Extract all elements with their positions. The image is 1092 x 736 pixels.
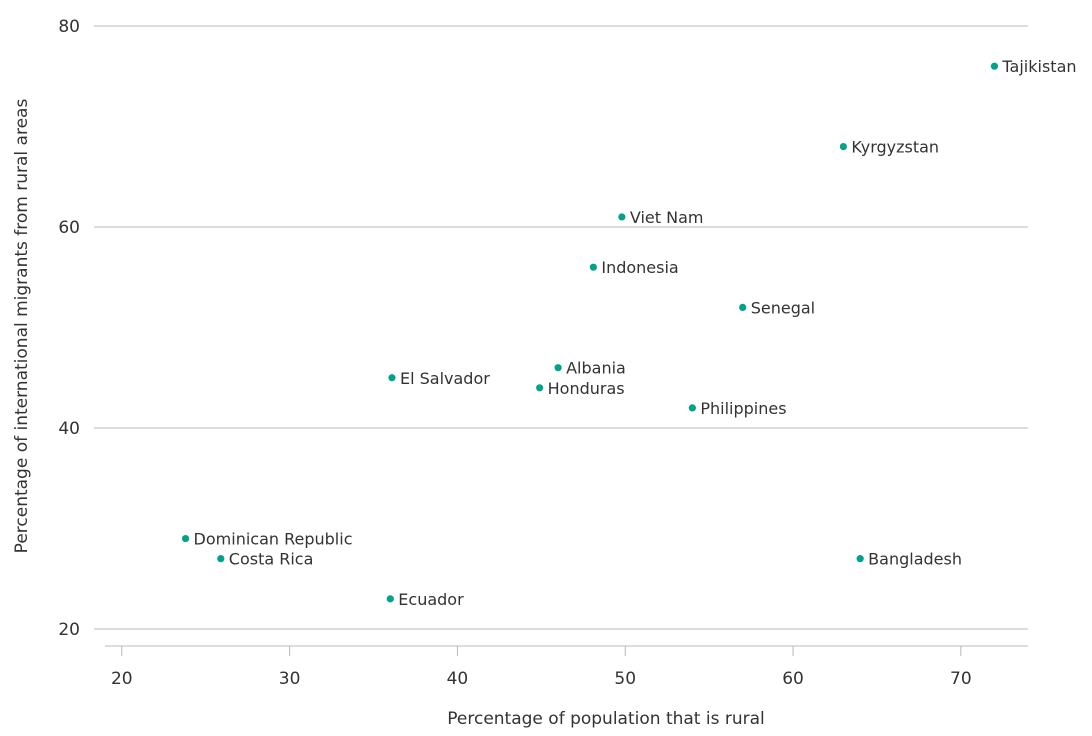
data-point (386, 595, 394, 603)
x-tick-label: 40 (447, 669, 469, 689)
data-point (990, 62, 999, 70)
y-tick-label: 20 (58, 620, 80, 640)
data-point (618, 213, 626, 221)
data-point (739, 303, 747, 311)
data-point (589, 263, 597, 271)
x-tick-label: 20 (111, 669, 133, 689)
gridlines (94, 25, 1028, 630)
data-point-label: Senegal (751, 298, 815, 317)
data-points: Tajikistan Kyrgyzstan Viet Nam Indonesia Sen… (181, 57, 1077, 609)
data-point-label: Kyrgyzstan (851, 138, 939, 157)
data-point (856, 555, 864, 563)
x-tick-label: 50 (614, 669, 636, 689)
data-point (554, 364, 562, 372)
x-tick-label: 60 (782, 669, 804, 689)
data-point (181, 534, 190, 543)
x-tick-label: 30 (279, 669, 301, 689)
data-point-label: Albania (566, 359, 626, 378)
data-point-label: Ecuador (398, 590, 464, 609)
x-axis-title: Percentage of population that is rural (447, 709, 765, 729)
data-point-label: Honduras (548, 379, 625, 398)
data-point-label: Indonesia (601, 258, 678, 277)
data-point-label: Dominican Republic (194, 530, 353, 549)
data-point-label: Philippines (700, 399, 786, 418)
y-tick-label: 40 (58, 419, 80, 439)
data-point-label: Costa Rica (229, 550, 314, 569)
data-point (688, 404, 696, 412)
data-point (839, 143, 848, 151)
data-point-label: Tajikistan (1001, 57, 1076, 76)
y-tick-label: 80 (58, 17, 80, 37)
y-axis-ticks: 20 40 60 80 (58, 17, 80, 640)
x-tick-label: 70 (950, 669, 972, 689)
data-point-label: Bangladesh (868, 550, 962, 569)
data-point (217, 555, 225, 563)
data-point-label: Viet Nam (630, 208, 704, 227)
y-tick-label: 60 (58, 218, 80, 238)
data-point-label: El Salvador (400, 369, 490, 388)
data-point (536, 384, 544, 392)
x-axis: 20 30 40 50 60 70 (105, 645, 1028, 689)
y-axis-title: Percentage of international migrants fro… (12, 99, 32, 554)
data-point (388, 374, 396, 382)
